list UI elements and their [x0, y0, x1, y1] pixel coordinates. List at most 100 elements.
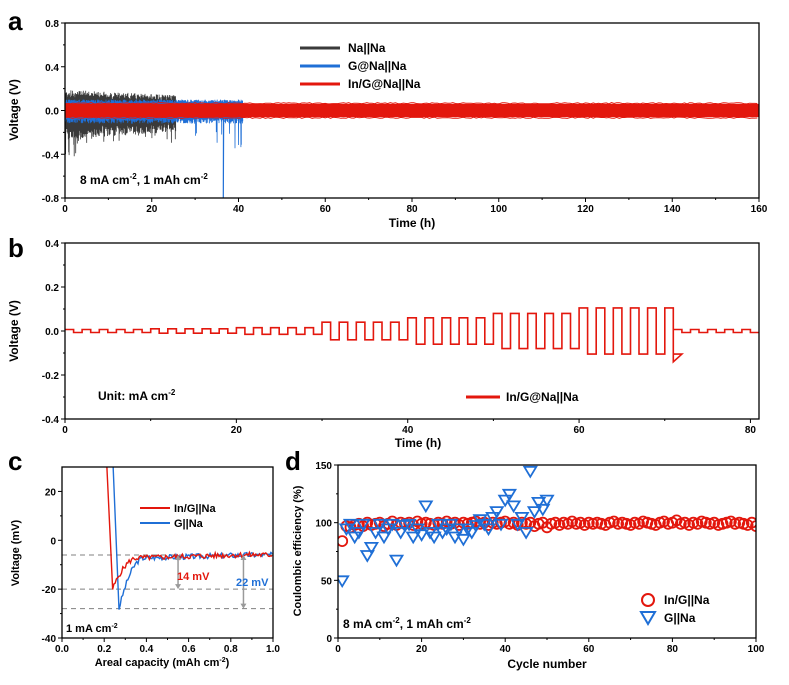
panel-c-y-axis: -40 -20 0 20 [42, 487, 62, 645]
overpotential-arrow-head-up [240, 554, 247, 560]
panel-b: 0 20 40 60 80 -0.4 -0.2 0.0 0.2 0.4 Time (h) Vol… [7, 239, 760, 450]
b-x-tick-label: 0 [62, 425, 68, 436]
overpotential-arrow-head-down [240, 603, 247, 609]
d-y-tick-label: 0 [326, 634, 332, 645]
panel-d-legend: In/G||Na G||Na [639, 593, 710, 626]
b-x-tick-label: 80 [745, 425, 757, 436]
d-x-tick-label: 0 [335, 644, 341, 655]
data-point-g-na [506, 500, 522, 514]
legend-label-in-g-na: In/G||Na [174, 503, 216, 515]
c-y-tick-label: -20 [42, 585, 57, 596]
panel-d-plot-area [338, 465, 756, 589]
b-x-tick-label: 20 [231, 425, 243, 436]
a-x-tick-label: 140 [664, 204, 681, 215]
panel-b-unit-annotation: Unit: mA cm-2 [98, 388, 176, 403]
panel-a-y-label: Voltage (V) [7, 79, 21, 141]
b-y-tick-label: -0.4 [42, 415, 60, 426]
data-point-g-na [455, 533, 471, 547]
data-point-g-na [355, 518, 371, 532]
legend-marker-g-na [639, 611, 657, 626]
panel-b-x-label: Time (h) [395, 436, 441, 450]
data-point-g-na [426, 531, 442, 545]
data-point-g-na [359, 550, 375, 563]
data-point-g-na [485, 512, 501, 525]
panel-b-y-label: Voltage (V) [7, 300, 21, 362]
panel-b-legend: In/G@Na||Na [466, 390, 579, 404]
panel-b-y-axis: -0.4 -0.2 0.0 0.2 0.4 [42, 239, 65, 426]
data-point-g-na [514, 512, 530, 525]
c-y-tick-label: 0 [50, 536, 56, 547]
panel-d-x-label: Cycle number [507, 657, 587, 671]
panel-c-x-axis: 0.0 0.2 0.4 0.6 0.8 1.0 [55, 638, 280, 655]
d-y-tick-label: 150 [315, 461, 332, 472]
panel-a-x-axis: 0 20 40 60 80 100 120 140 160 [62, 198, 768, 215]
data-point-g-na [480, 523, 497, 537]
c-x-tick-label: 0.8 [224, 644, 238, 655]
a-y-tick-label: -0.8 [42, 194, 60, 205]
data-point-g-na [342, 518, 359, 532]
b-x-tick-label: 40 [402, 425, 414, 436]
a-x-tick-label: 20 [146, 204, 158, 215]
a-x-tick-label: 80 [406, 204, 418, 215]
legend-label-g-na: G||Na [174, 518, 204, 530]
data-point-g-na [464, 527, 480, 540]
c-x-tick-label: 0.4 [139, 644, 153, 655]
panel-label-a: a [8, 6, 23, 36]
b-y-tick-label: 0.4 [45, 239, 59, 250]
data-point-g-na [535, 503, 551, 517]
panel-d-x-axis: 0 20 40 60 80 100 [335, 638, 765, 655]
a-x-tick-label: 100 [490, 204, 507, 215]
panel-b-plot-area [65, 307, 759, 364]
b-y-tick-label: 0.2 [45, 283, 59, 294]
data-point-g-na [460, 523, 476, 537]
data-point-g-na [363, 542, 379, 555]
data-point-g-na [376, 531, 392, 545]
a-y-tick-label: 0.0 [45, 107, 59, 118]
c-y-tick-label: -40 [42, 634, 57, 645]
data-point-g-na [539, 494, 555, 508]
panel-c: 0.0 0.2 0.4 0.6 0.8 1.0 -40 -20 0 20 Areal capac… [10, 466, 280, 669]
data-point-in-g-na [338, 535, 349, 547]
data-point-g-na [518, 527, 534, 540]
data-point-in-g-na [750, 520, 756, 532]
panel-d: 0 20 40 60 80 100 0 50 100 150 Cycle number Coul… [292, 461, 765, 671]
panel-a-condition-annotation: 8 mA cm-2, 1 mAh cm-2 [80, 172, 208, 187]
series-in-g-na-na-rate-line [65, 307, 759, 364]
d-x-tick-label: 60 [583, 644, 595, 655]
panel-a-y-axis: -0.8 -0.4 0.0 0.4 0.8 [42, 19, 65, 205]
data-point-g-na [338, 575, 350, 589]
d-y-tick-label: 100 [315, 519, 332, 530]
data-point-g-na [526, 506, 543, 519]
a-x-tick-label: 40 [233, 204, 245, 215]
a-y-tick-label: 0.4 [45, 63, 59, 74]
panel-c-frame [61, 466, 274, 639]
data-point-g-na [493, 518, 509, 532]
panel-label-d: d [285, 446, 301, 476]
a-x-tick-label: 60 [320, 204, 332, 215]
panel-label-b: b [8, 233, 24, 263]
panel-d-y-axis: 0 50 100 150 [315, 461, 338, 645]
data-point-g-na [384, 518, 400, 532]
b-y-tick-label: 0.0 [45, 327, 59, 338]
overpotential-label-22mv: 22 mV [236, 577, 269, 589]
d-x-tick-label: 40 [500, 644, 512, 655]
data-point-g-na [405, 531, 421, 545]
c-x-tick-label: 0.2 [97, 644, 111, 655]
c-x-tick-label: 1.0 [266, 644, 280, 655]
panel-c-plot-area [62, 467, 273, 610]
d-x-tick-label: 80 [667, 644, 679, 655]
data-point-g-na [388, 554, 405, 568]
legend-label-in-g-na-na: In/G@Na||Na [348, 77, 421, 91]
d-y-tick-label: 50 [321, 576, 333, 587]
series-in-g-na-curve [106, 467, 273, 590]
data-point-g-na [393, 527, 409, 540]
panel-a-legend: Na||Na G@Na||Na In/G@Na||Na [300, 41, 421, 91]
c-y-tick-label: 20 [45, 487, 57, 498]
b-x-tick-label: 60 [574, 425, 586, 436]
panel-a-plot-area [65, 90, 759, 198]
overpotential-arrow-head-up [175, 554, 182, 560]
panel-c-x-label: Areal capacity (mAh cm-2) [95, 657, 230, 669]
panel-d-y-label: Coulombic efficiency (%) [292, 485, 304, 616]
panel-b-x-axis: 0 20 40 60 80 [62, 419, 756, 436]
a-y-tick-label: -0.4 [42, 150, 60, 161]
